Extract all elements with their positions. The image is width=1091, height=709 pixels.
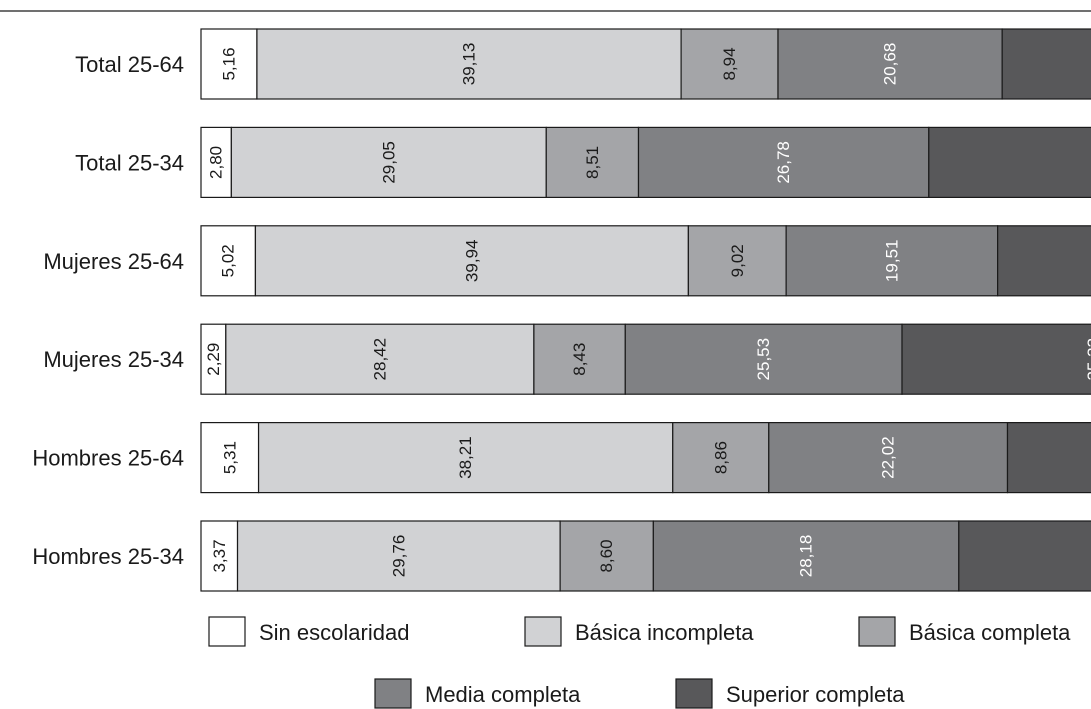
data-label-basica-completa-total-25-64: 8,94: [720, 47, 739, 80]
category-label-mujeres-25-34: Mujeres 25-34: [43, 347, 184, 372]
data-label-basica-incompleta-total-25-34: 29,05: [379, 141, 398, 184]
category-label-hombres-25-64: Hombres 25-64: [32, 446, 184, 471]
bar-segment-basica-completa-mujeres-25-34: [533, 323, 626, 395]
data-label-sin-escolaridad-total-25-34: 2,80: [207, 146, 226, 179]
data-label-media-completa-hombres-25-64: 22,02: [879, 436, 898, 479]
bar-segment-basica-incompleta-hombres-25-64: [257, 422, 674, 494]
data-label-media-completa-hombres-25-34: 28,18: [797, 535, 816, 578]
bar-segment-sin-escolaridad-hombres-25-34: [200, 520, 239, 592]
data-label-sin-escolaridad-hombres-25-64: 5,31: [220, 441, 239, 474]
legend-label-basica-completa: Básica completa: [909, 620, 1071, 645]
category-label-total-25-34: Total 25-34: [75, 150, 184, 175]
bar-segment-basica-incompleta-mujeres-25-64: [254, 225, 689, 297]
data-label-basica-completa-mujeres-25-64: 9,02: [728, 244, 747, 277]
legend-swatch-media-completa: [374, 678, 412, 709]
legend-swatch-basica-completa: [858, 616, 896, 647]
data-label-basica-completa-total-25-34: 8,51: [583, 146, 602, 179]
data-label-basica-completa-hombres-25-64: 8,86: [711, 441, 730, 474]
bar-segment-media-completa-hombres-25-34: [652, 520, 960, 592]
bar-segment-sin-escolaridad-mujeres-25-64: [200, 225, 257, 297]
data-label-sin-escolaridad-mujeres-25-34: 2,29: [204, 343, 223, 376]
bar-segment-basica-completa-total-25-64: [680, 28, 779, 100]
data-label-media-completa-total-25-64: 20,68: [881, 43, 900, 86]
bar-segment-basica-completa-mujeres-25-64: [687, 225, 787, 297]
bar-segment-superior-completa-hombres-25-34: [958, 520, 1091, 592]
legend-label-media-completa: Media completa: [425, 682, 581, 707]
bar-segment-media-completa-mujeres-25-34: [624, 323, 903, 395]
bar-segment-media-completa-mujeres-25-64: [785, 225, 999, 297]
data-label-media-completa-mujeres-25-34: 25,53: [754, 338, 773, 381]
bars-group: 5,1639,138,9420,6826,092,8029,058,5126,7…: [200, 28, 1091, 592]
data-label-superior-completa-mujeres-25-34: 35,33: [1084, 338, 1091, 381]
bar-segment-superior-completa-total-25-64: [1001, 28, 1091, 100]
bar-segment-basica-incompleta-hombres-25-34: [236, 520, 561, 592]
data-label-media-completa-total-25-34: 26,78: [774, 141, 793, 184]
legend: Sin escolaridad Básica incompleta Básica c…: [208, 616, 1071, 709]
legend-label-sin-escolaridad: Sin escolaridad: [259, 620, 409, 645]
data-label-basica-incompleta-total-25-64: 39,13: [460, 43, 479, 86]
bar-segment-media-completa-total-25-34: [637, 126, 930, 199]
legend-swatch-sin-escolaridad: [208, 616, 246, 647]
data-label-sin-escolaridad-total-25-64: 5,16: [219, 47, 238, 80]
legend-swatch-superior-completa: [675, 678, 713, 709]
bar-segment-basica-incompleta-total-25-34: [230, 126, 547, 199]
data-label-sin-escolaridad-hombres-25-34: 3,37: [210, 539, 229, 572]
bar-segment-superior-completa-hombres-25-64: [1006, 422, 1091, 494]
category-label-hombres-25-34: Hombres 25-34: [32, 544, 184, 569]
data-label-basica-incompleta-mujeres-25-64: 39,94: [462, 240, 481, 283]
legend-swatch-basica-incompleta: [524, 616, 562, 647]
data-label-basica-incompleta-hombres-25-64: 38,21: [456, 436, 475, 479]
bar-segment-basica-completa-hombres-25-64: [672, 422, 770, 494]
data-label-media-completa-mujeres-25-64: 19,51: [882, 240, 901, 283]
bar-segment-basica-incompleta-total-25-64: [256, 28, 682, 100]
data-label-basica-incompleta-mujeres-25-34: 28,42: [370, 338, 389, 381]
data-label-basica-incompleta-hombres-25-34: 29,76: [389, 535, 408, 578]
bar-segment-superior-completa-mujeres-25-64: [997, 225, 1091, 297]
category-labels-group: Total 25-64 Total 25-34 Mujeres 25-64 Mujer…: [32, 52, 184, 569]
category-label-total-25-64: Total 25-64: [75, 52, 184, 77]
bar-segment-media-completa-hombres-25-64: [768, 422, 1009, 494]
bar-segment-sin-escolaridad-mujeres-25-34: [200, 323, 227, 395]
data-label-basica-completa-mujeres-25-34: 8,43: [570, 343, 589, 376]
bar-segment-sin-escolaridad-hombres-25-64: [200, 422, 260, 494]
legend-label-superior-completa: Superior completa: [726, 682, 905, 707]
bar-segment-superior-completa-total-25-34: [928, 126, 1091, 199]
category-label-mujeres-25-64: Mujeres 25-64: [43, 249, 184, 274]
data-label-basica-completa-hombres-25-34: 8,60: [597, 539, 616, 572]
legend-label-basica-incompleta: Básica incompleta: [575, 620, 754, 645]
bar-segment-basica-completa-hombres-25-34: [559, 520, 654, 592]
bar-segment-basica-incompleta-mujeres-25-34: [225, 323, 535, 395]
data-label-sin-escolaridad-mujeres-25-64: 5,02: [219, 244, 238, 277]
bar-segment-superior-completa-mujeres-25-34: [901, 323, 1091, 395]
